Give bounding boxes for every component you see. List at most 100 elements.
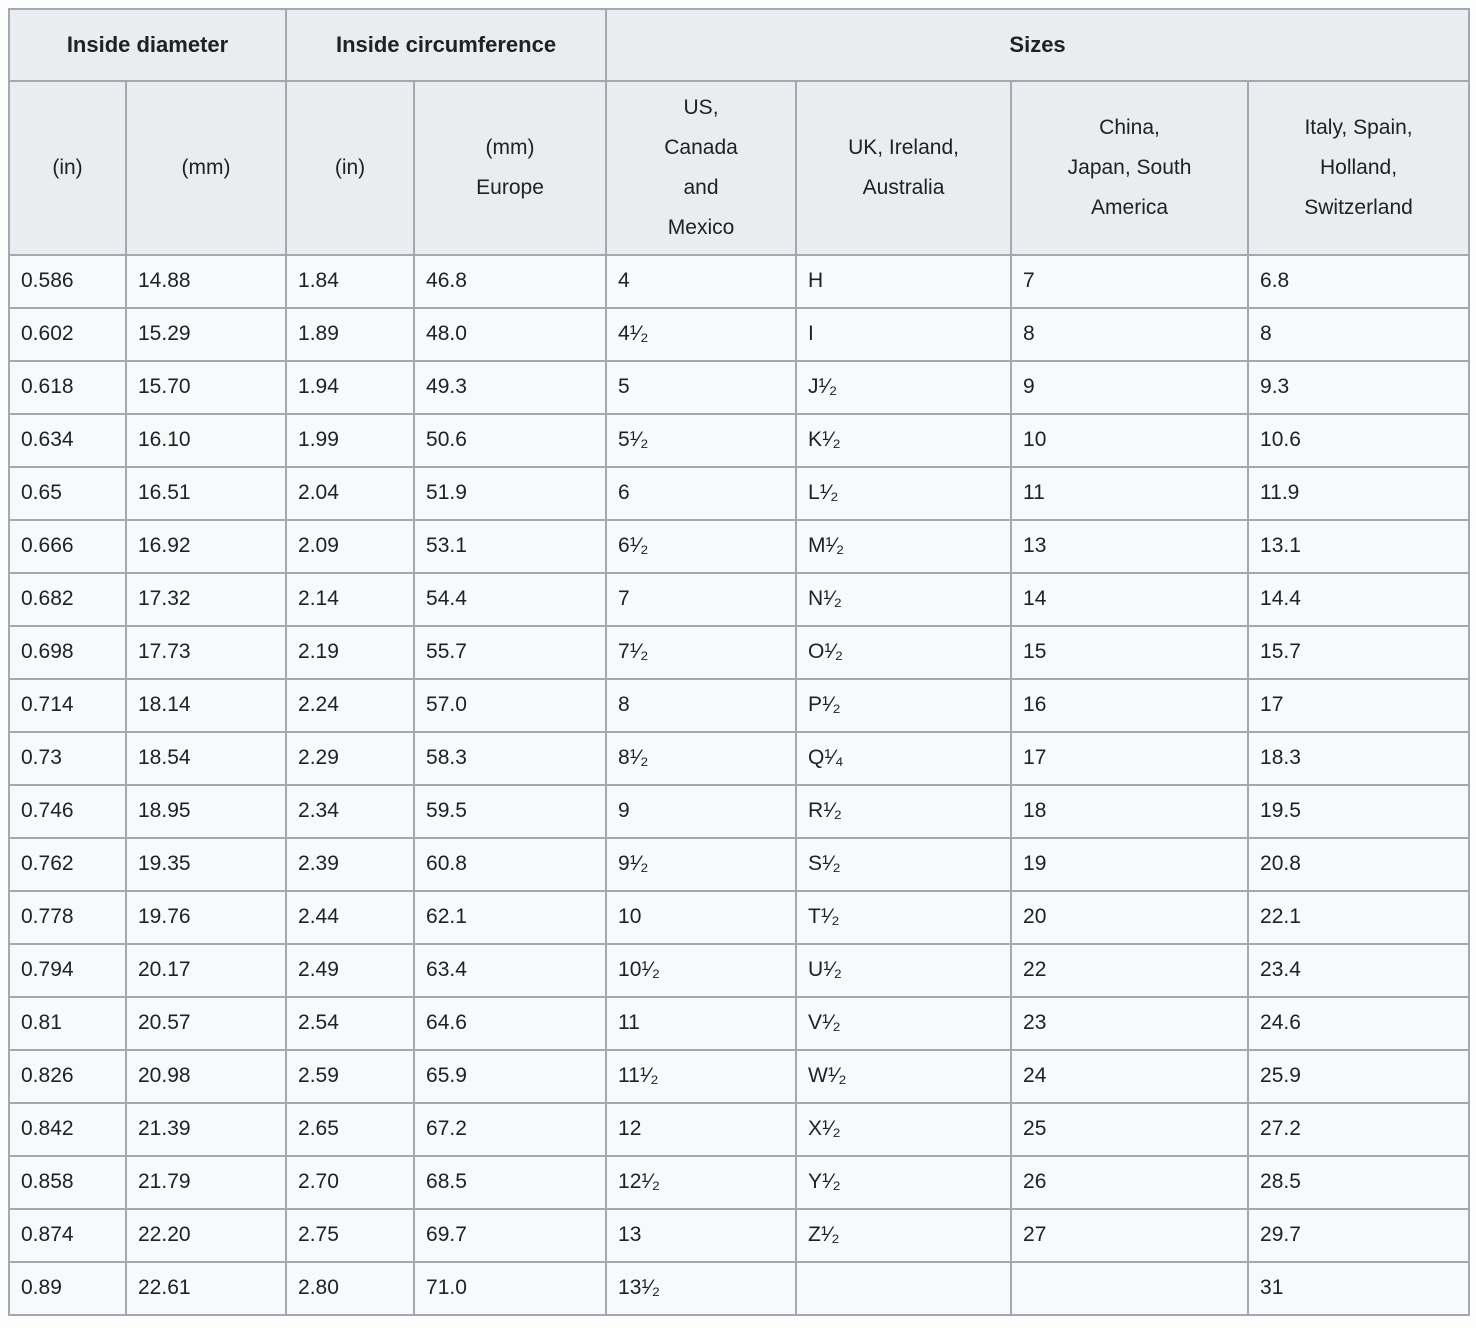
table-cell: M¹⁄₂ — [795, 519, 1013, 574]
table-cell: 21.39 — [124, 1102, 288, 1157]
table-cell: T¹⁄₂ — [795, 890, 1013, 945]
table-cell: 2.14 — [285, 572, 416, 627]
table-cell: 62.1 — [413, 890, 608, 945]
ring-size-conversion-table: Inside diameter Inside circumference Siz… — [7, 8, 1471, 1316]
table-cell: 19.35 — [124, 837, 288, 892]
table-cell: 0.794 — [8, 943, 127, 998]
table-cell: 2.04 — [285, 466, 416, 521]
table-cell: 15.70 — [124, 360, 288, 415]
table-cell: 69.7 — [413, 1208, 608, 1263]
table-cell: 0.778 — [8, 890, 127, 945]
table-cell: 18.95 — [124, 784, 288, 839]
table-cell: 2.49 — [285, 943, 416, 998]
table-cell: 15.7 — [1247, 625, 1471, 680]
table-cell: 8 — [1247, 307, 1471, 362]
table-cell: 2.24 — [285, 678, 416, 733]
table-cell: 68.5 — [413, 1155, 608, 1210]
table-row: 0.89 22.61 2.80 71.0 13¹⁄₂ 31 — [8, 1261, 1471, 1316]
table-row: 0.762 19.35 2.39 60.8 9¹⁄₂ S¹⁄₂ 19 20.8 — [8, 837, 1471, 892]
table-cell: 0.682 — [8, 572, 127, 627]
table-cell: 14 — [1010, 572, 1250, 627]
table-row: 0.602 15.29 1.89 48.0 4¹⁄₂ I 8 8 — [8, 307, 1471, 362]
table-cell: 27.2 — [1247, 1102, 1471, 1157]
column-header-us-canada-mexico: US, Canada and Mexico — [605, 80, 798, 256]
table-cell — [795, 1261, 1013, 1316]
table-cell: 13¹⁄₂ — [605, 1261, 798, 1316]
table-cell: 8 — [605, 678, 798, 733]
column-header-china-japan-south-america: China, Japan, South America — [1010, 80, 1250, 256]
table-row: 0.81 20.57 2.54 64.6 11 V¹⁄₂ 23 24.6 — [8, 996, 1471, 1051]
table-cell: L¹⁄₂ — [795, 466, 1013, 521]
table-cell: 24 — [1010, 1049, 1250, 1104]
table-cell: 2.59 — [285, 1049, 416, 1104]
table-cell: 58.3 — [413, 731, 608, 786]
table-cell: 9¹⁄₂ — [605, 837, 798, 892]
table-cell: 15.29 — [124, 307, 288, 362]
table-cell: R¹⁄₂ — [795, 784, 1013, 839]
table-cell: 55.7 — [413, 625, 608, 680]
table-cell: 20.8 — [1247, 837, 1471, 892]
table-cell: 1.99 — [285, 413, 416, 468]
table-cell: Y¹⁄₂ — [795, 1155, 1013, 1210]
table-cell: 13 — [605, 1208, 798, 1263]
header-sizes: Sizes — [605, 8, 1471, 82]
table-cell: 17 — [1010, 731, 1250, 786]
table-cell: 50.6 — [413, 413, 608, 468]
table-cell: Z¹⁄₂ — [795, 1208, 1013, 1263]
table-cell: 27 — [1010, 1208, 1250, 1263]
table-cell: U¹⁄₂ — [795, 943, 1013, 998]
table-cell: 5 — [605, 360, 798, 415]
table-cell: 6 — [605, 466, 798, 521]
column-header-circumference-in: (in) — [285, 80, 416, 256]
table-cell: 11.9 — [1247, 466, 1471, 521]
table-cell: 23 — [1010, 996, 1250, 1051]
table-cell: 0.746 — [8, 784, 127, 839]
table-cell: 10 — [605, 890, 798, 945]
table-cell: 10.6 — [1247, 413, 1471, 468]
table-row: 0.618 15.70 1.94 49.3 5 J¹⁄₂ 9 9.3 — [8, 360, 1471, 415]
table-cell: 18 — [1010, 784, 1250, 839]
table-cell: 53.1 — [413, 519, 608, 574]
table-row: 0.858 21.79 2.70 68.5 12¹⁄₂ Y¹⁄₂ 26 28.5 — [8, 1155, 1471, 1210]
table-cell: X¹⁄₂ — [795, 1102, 1013, 1157]
column-header-italy-spain-holland-switzerland: Italy, Spain, Holland, Switzerland — [1247, 80, 1471, 256]
table-row: 0.73 18.54 2.29 58.3 8¹⁄₂ Q¹⁄₄ 17 18.3 — [8, 731, 1471, 786]
table-row: 0.682 17.32 2.14 54.4 7 N¹⁄₂ 14 14.4 — [8, 572, 1471, 627]
table-cell: 49.3 — [413, 360, 608, 415]
table-column-header-row: (in) (mm) (in) (mm) Europe US, Canada an… — [8, 80, 1471, 256]
table-cell: 5¹⁄₂ — [605, 413, 798, 468]
table-row: 0.634 16.10 1.99 50.6 5¹⁄₂ K¹⁄₂ 10 10.6 — [8, 413, 1471, 468]
table-row: 0.698 17.73 2.19 55.7 7¹⁄₂ O¹⁄₂ 15 15.7 — [8, 625, 1471, 680]
table-cell: 51.9 — [413, 466, 608, 521]
table-cell: 26 — [1010, 1155, 1250, 1210]
table-cell: 16 — [1010, 678, 1250, 733]
table-cell: K¹⁄₂ — [795, 413, 1013, 468]
table-cell: 2.80 — [285, 1261, 416, 1316]
table-cell: 18.3 — [1247, 731, 1471, 786]
table-cell: 2.34 — [285, 784, 416, 839]
table-cell: 0.826 — [8, 1049, 127, 1104]
table-cell: 2.44 — [285, 890, 416, 945]
table-cell: 17.73 — [124, 625, 288, 680]
table-cell: 16.92 — [124, 519, 288, 574]
table-cell: 12¹⁄₂ — [605, 1155, 798, 1210]
table-cell: 4 — [605, 254, 798, 309]
table-cell: 25.9 — [1247, 1049, 1471, 1104]
column-header-diameter-in: (in) — [8, 80, 127, 256]
table-cell: 0.698 — [8, 625, 127, 680]
table-cell: 20.57 — [124, 996, 288, 1051]
table-cell: 46.8 — [413, 254, 608, 309]
table-cell: 22.1 — [1247, 890, 1471, 945]
table-cell: 13 — [1010, 519, 1250, 574]
table-cell: 20.17 — [124, 943, 288, 998]
table-cell: 2.70 — [285, 1155, 416, 1210]
table-cell: 2.09 — [285, 519, 416, 574]
table-row: 0.826 20.98 2.59 65.9 11¹⁄₂ W¹⁄₂ 24 25.9 — [8, 1049, 1471, 1104]
table-row: 0.794 20.17 2.49 63.4 10¹⁄₂ U¹⁄₂ 22 23.4 — [8, 943, 1471, 998]
table-cell: 2.65 — [285, 1102, 416, 1157]
table-cell: 8¹⁄₂ — [605, 731, 798, 786]
table-row: 0.778 19.76 2.44 62.1 10 T¹⁄₂ 20 22.1 — [8, 890, 1471, 945]
table-cell: 2.54 — [285, 996, 416, 1051]
table-cell: 16.10 — [124, 413, 288, 468]
table-cell: 54.4 — [413, 572, 608, 627]
